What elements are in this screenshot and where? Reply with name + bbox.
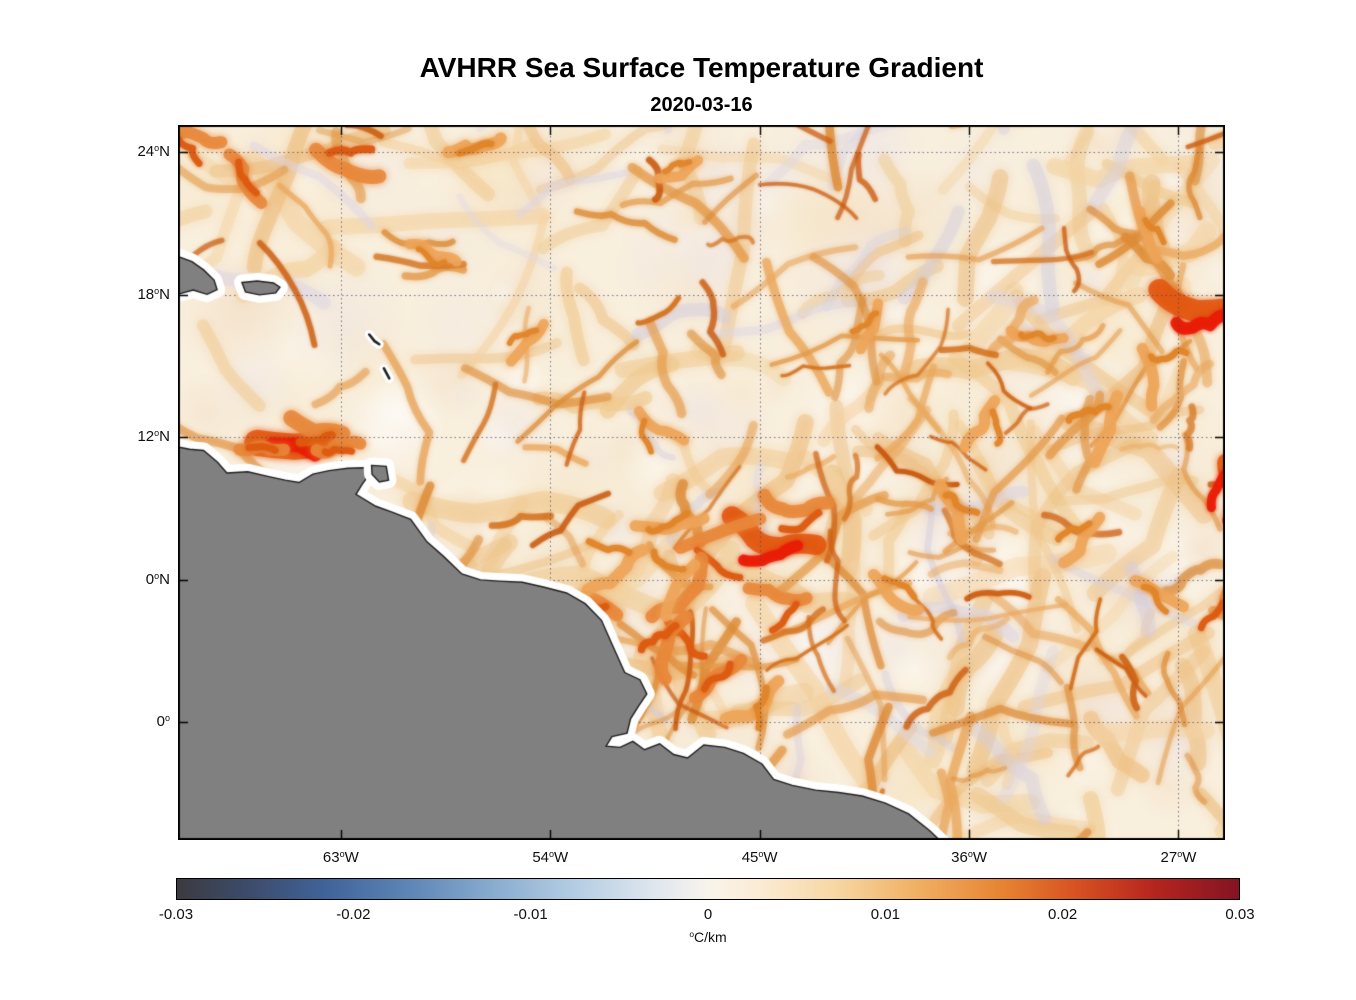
y-axis-tick-label: 12oN [137, 428, 170, 446]
colorbar-tick-label: 0.03 [1225, 906, 1255, 923]
y-axis-tick-label: 0oN [145, 570, 170, 588]
x-axis-tick-label: 27oW [1160, 849, 1197, 866]
x-axis-tick-label: 54oW [532, 849, 569, 866]
colorbar-tick-label: -0.03 [158, 906, 194, 923]
chart-date-subtitle: 2020-03-16 [650, 94, 753, 116]
sst-gradient-heatmap-canvas [178, 125, 1225, 840]
y-axis-tick-label: 0o [156, 713, 170, 731]
x-axis-tick-label: 36oW [951, 849, 987, 866]
map-plot-area [178, 125, 1225, 840]
y-axis-tick-label: 18oN [137, 285, 170, 303]
chart-title: AVHRR Sea Surface Temperature Gradient [419, 52, 984, 83]
colorbar-gradient [176, 878, 1240, 900]
colorbar-tick-label: -0.02 [336, 906, 371, 923]
x-axis-tick-label: 45oW [741, 849, 778, 866]
colorbar-units-label: oC/km [689, 929, 727, 945]
x-axis-tick-label: 63oW [322, 849, 359, 866]
colorbar-tick-label: -0.01 [513, 906, 548, 923]
colorbar-tick-label: 0 [703, 906, 713, 923]
colorbar-tick-label: 0.02 [1048, 906, 1078, 923]
y-axis-tick-label: 24oN [137, 143, 170, 161]
colorbar-tick-label: 0.01 [870, 906, 900, 923]
